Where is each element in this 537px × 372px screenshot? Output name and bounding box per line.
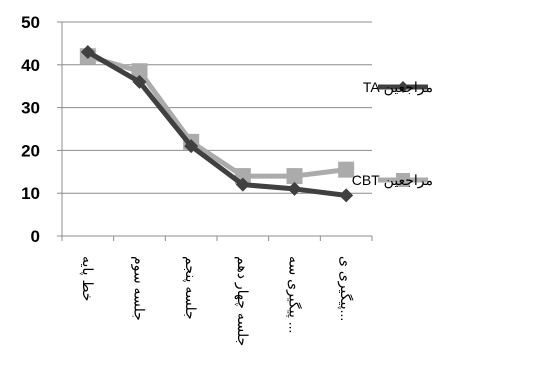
x-tick-labels: خط پایه جلسه سوم جلسه پنجم جلسه چهار دهم پیگ… — [79, 256, 354, 346]
data-point-square — [338, 161, 355, 178]
x-tick-label: خط پایه — [79, 256, 96, 301]
data-point-diamond — [339, 188, 354, 203]
x-tick-label: جلسه پنجم — [182, 256, 199, 320]
legend-marker-square — [396, 173, 410, 187]
series-line — [86, 49, 347, 198]
data-point-square — [131, 63, 148, 80]
legend-entry: مراجعین CBT — [352, 172, 433, 189]
y-tick-label: 40 — [21, 56, 40, 75]
data-point-diamond — [184, 139, 199, 154]
x-tick-label: جلسه چهار دهم — [234, 256, 251, 346]
legend-label: مراجعین CBT — [352, 172, 433, 189]
legend-label: مراجعین TA — [363, 79, 433, 96]
x-tick-label: پیگیری سه ... — [286, 256, 303, 333]
y-tick-label: 50 — [21, 13, 40, 32]
x-tick-label: پیگیری ی... — [337, 256, 354, 321]
data-point-diamond — [287, 181, 302, 196]
legend-marker-diamond — [397, 81, 409, 93]
y-tick-label: 0 — [31, 227, 40, 246]
y-tick-label: 20 — [21, 141, 40, 160]
data-point-diamond — [235, 177, 250, 192]
x-tick-label: جلسه سوم — [131, 256, 148, 321]
axes — [57, 21, 373, 241]
y-tick-label: 30 — [21, 99, 40, 118]
data-point-square — [286, 168, 303, 185]
legend: مراجعین TA مراجعین CBT — [352, 79, 433, 189]
y-tick-labels: 0 10 20 30 40 50 — [21, 13, 40, 246]
series-line — [87, 53, 347, 179]
y-tick-label: 10 — [21, 184, 40, 203]
legend-entry: مراجعین TA — [363, 79, 433, 96]
series-lines — [79, 44, 355, 203]
data-point-diamond — [80, 44, 95, 59]
data-point-diamond — [132, 74, 147, 89]
